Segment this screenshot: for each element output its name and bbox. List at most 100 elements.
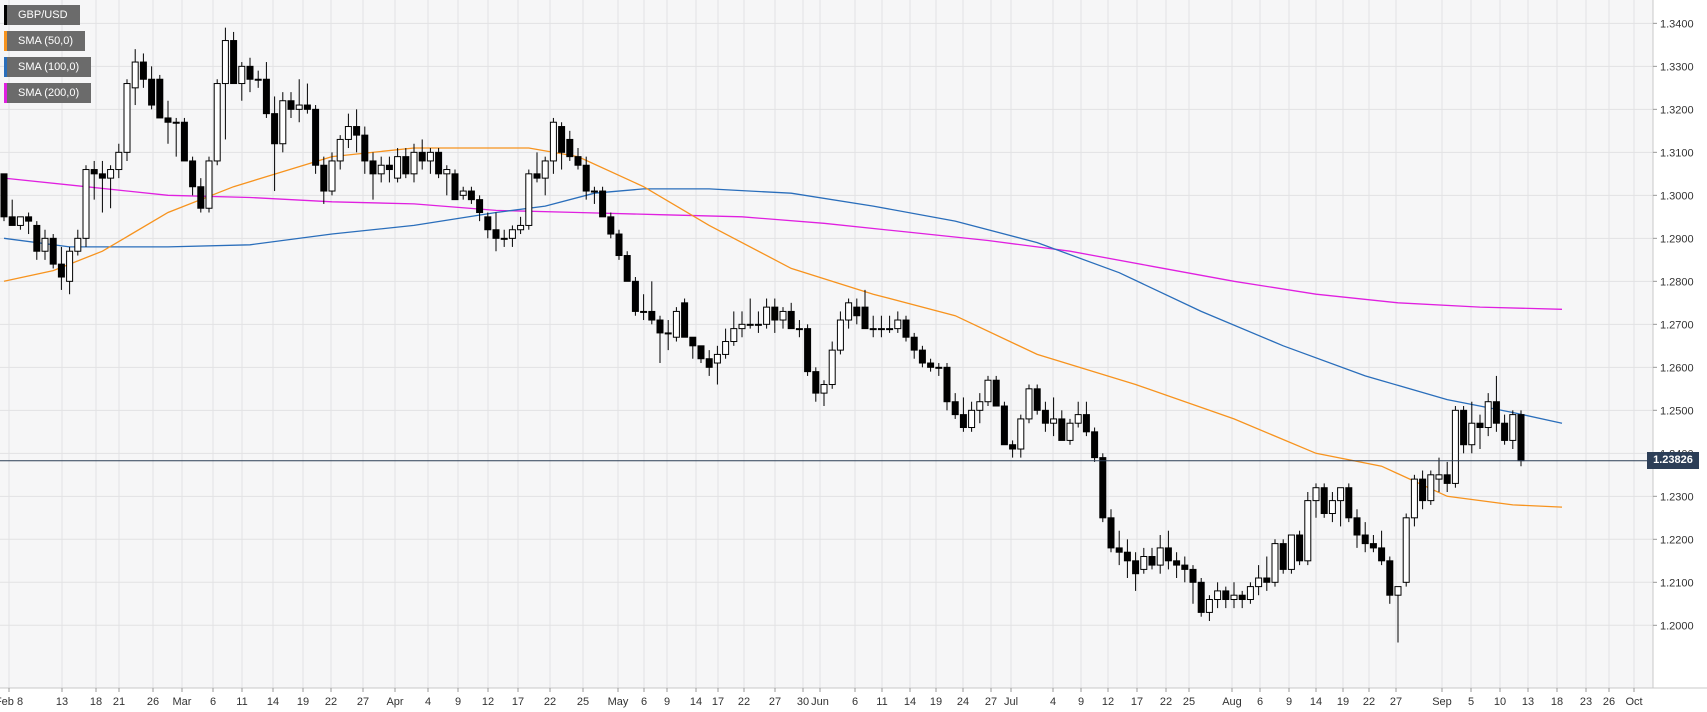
candle-body-down — [320, 164, 328, 192]
candle-body-down — [1443, 474, 1451, 484]
candle-body-down — [918, 349, 926, 364]
x-tick-label: Aug — [1222, 696, 1242, 708]
candle-body-up — [344, 126, 352, 140]
candle-body-down — [1041, 409, 1049, 424]
candle-body-down — [139, 61, 147, 80]
legend-item-sma50[interactable]: SMA (50,0) — [4, 31, 86, 51]
candle-body-down — [1091, 431, 1099, 459]
candle-body-down — [312, 108, 320, 166]
candle-body-up — [426, 151, 434, 162]
candle-body-down — [1476, 422, 1484, 429]
candle-body-up — [976, 401, 984, 411]
legend-item-pair[interactable]: GBP/USD — [4, 5, 80, 25]
legend-swatch — [4, 83, 7, 103]
legend-item-sma100[interactable]: SMA (100,0) — [4, 57, 92, 77]
candle-body-up — [131, 61, 139, 89]
candle-body-up — [66, 250, 74, 282]
candle-body-up — [238, 65, 246, 85]
y-tick-label: 1.2300 — [1660, 491, 1694, 503]
x-tick-label: 9 — [1286, 696, 1292, 708]
candle-body-up — [763, 306, 771, 325]
candle-body-down — [1222, 590, 1230, 601]
candle-body-up — [1230, 594, 1238, 601]
candle-body-down — [787, 310, 795, 330]
candle-body-up — [746, 323, 754, 326]
candle-body-down — [582, 164, 590, 192]
candle-body-down — [197, 186, 205, 209]
candle-body-up — [869, 328, 877, 331]
candle-body-up — [1410, 478, 1418, 519]
y-tick-label: 1.2100 — [1660, 577, 1694, 589]
x-tick-label: Apr — [386, 696, 403, 708]
x-tick-label: Jun — [811, 696, 829, 708]
candle-body-up — [754, 323, 762, 326]
candle-body-down — [33, 224, 41, 252]
x-tick-label: 6 — [1257, 696, 1263, 708]
y-tick-label: 1.2600 — [1660, 362, 1694, 374]
y-tick-label: 1.2900 — [1660, 233, 1694, 245]
candle-body-up — [968, 409, 976, 429]
x-tick-label: Jul — [1004, 696, 1018, 708]
candle-body-up — [1205, 599, 1213, 613]
x-tick-label: 9 — [455, 696, 461, 708]
x-tick-label: Feb 8 — [0, 696, 23, 708]
candle-body-up — [894, 319, 902, 330]
y-tick-label: 1.2000 — [1660, 620, 1694, 632]
candle-body-down — [1501, 422, 1509, 441]
candle-body-down — [1115, 547, 1123, 553]
x-tick-label: Oct — [1625, 696, 1642, 708]
candle-body-down — [361, 134, 369, 162]
x-tick-label: 25 — [577, 696, 589, 708]
x-tick-label: 22 — [738, 696, 750, 708]
candle-body-down — [1009, 444, 1017, 450]
candle-body-up — [1304, 500, 1312, 562]
candle-body-down — [385, 164, 393, 171]
candle-body-up — [820, 384, 828, 394]
candle-body-down — [1000, 405, 1008, 446]
candle-body-down — [180, 121, 188, 162]
candle-body-down — [1164, 547, 1172, 562]
candle-body-down — [369, 160, 377, 175]
candle-body-down — [607, 216, 615, 235]
x-tick-label: 25 — [1183, 696, 1195, 708]
candle-body-up — [779, 310, 787, 321]
sma-200-line — [3, 177, 1563, 310]
candle-body-down — [484, 216, 492, 231]
candle-body-up — [549, 121, 557, 162]
legend-item-sma200[interactable]: SMA (200,0) — [4, 83, 92, 103]
x-tick-label: 27 — [985, 696, 997, 708]
candle-body-down — [1378, 547, 1386, 562]
candle-body-down — [1492, 401, 1500, 424]
candle-body-up — [213, 83, 221, 162]
x-tick-label: 18 — [1551, 696, 1563, 708]
candle-body-down — [492, 229, 500, 239]
x-tick-label: 22 — [544, 696, 556, 708]
x-tick-label: Mar — [173, 696, 192, 708]
candle-body-down — [853, 306, 861, 317]
x-tick-label: 27 — [357, 696, 369, 708]
candle-body-down — [1386, 560, 1394, 596]
x-tick-label: 6 — [210, 696, 216, 708]
grid-horizontal — [0, 22, 1653, 626]
candle-body-down — [1517, 414, 1525, 462]
candle-body-down — [1419, 478, 1427, 502]
candle-body-up — [172, 121, 180, 124]
candle-body-up — [525, 173, 533, 226]
candle-body-down — [1296, 534, 1304, 562]
candle-body-down — [1263, 577, 1271, 583]
x-tick-label: 27 — [1390, 696, 1402, 708]
candle-body-down — [631, 280, 639, 312]
candle-body-down — [1033, 388, 1041, 411]
candle-body-down — [1197, 581, 1205, 613]
candle-body-up — [1337, 487, 1345, 502]
x-tick-label: 22 — [1160, 696, 1172, 708]
candle-body-down — [689, 336, 697, 347]
candle-body-down — [90, 169, 98, 175]
x-tick-label: 4 — [1050, 696, 1056, 708]
x-tick-label: 6 — [641, 696, 647, 708]
x-tick-label: 30 — [797, 696, 809, 708]
x-tick-label: 9 — [1078, 696, 1084, 708]
candle-body-up — [328, 160, 336, 192]
candle-body-up — [123, 83, 131, 153]
